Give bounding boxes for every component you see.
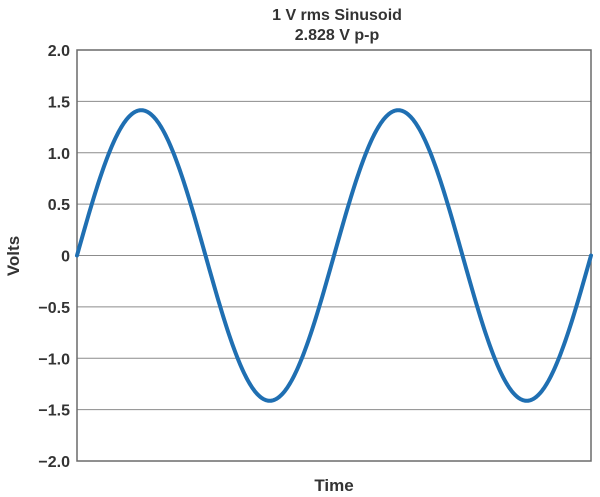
y-tick-label: 2.0	[48, 43, 70, 60]
y-tick-label: −0.5	[38, 300, 70, 317]
y-tick-label: 1.5	[48, 94, 70, 111]
y-tick-labels: 2.0 1.5 1.0 0.5 0 −0.5 −1.0 −1.5 −2.0	[38, 43, 70, 471]
grid-lines	[77, 100, 591, 411]
chart-subtitle: 2.828 V p-p	[295, 27, 380, 44]
y-tick-label: −1.5	[38, 403, 70, 420]
chart-title: 1 V rms Sinusoid	[272, 7, 402, 24]
y-tick-label: −2.0	[38, 454, 70, 471]
y-tick-label: −1.0	[38, 351, 70, 368]
y-axis-label: Volts	[4, 236, 23, 276]
y-tick-label: 0	[61, 249, 70, 266]
series-line-sinusoid	[75, 108, 593, 403]
y-tick-label: 1.0	[48, 146, 70, 163]
y-tick-label: 0.5	[48, 197, 70, 214]
x-axis-label: Time	[314, 476, 353, 495]
